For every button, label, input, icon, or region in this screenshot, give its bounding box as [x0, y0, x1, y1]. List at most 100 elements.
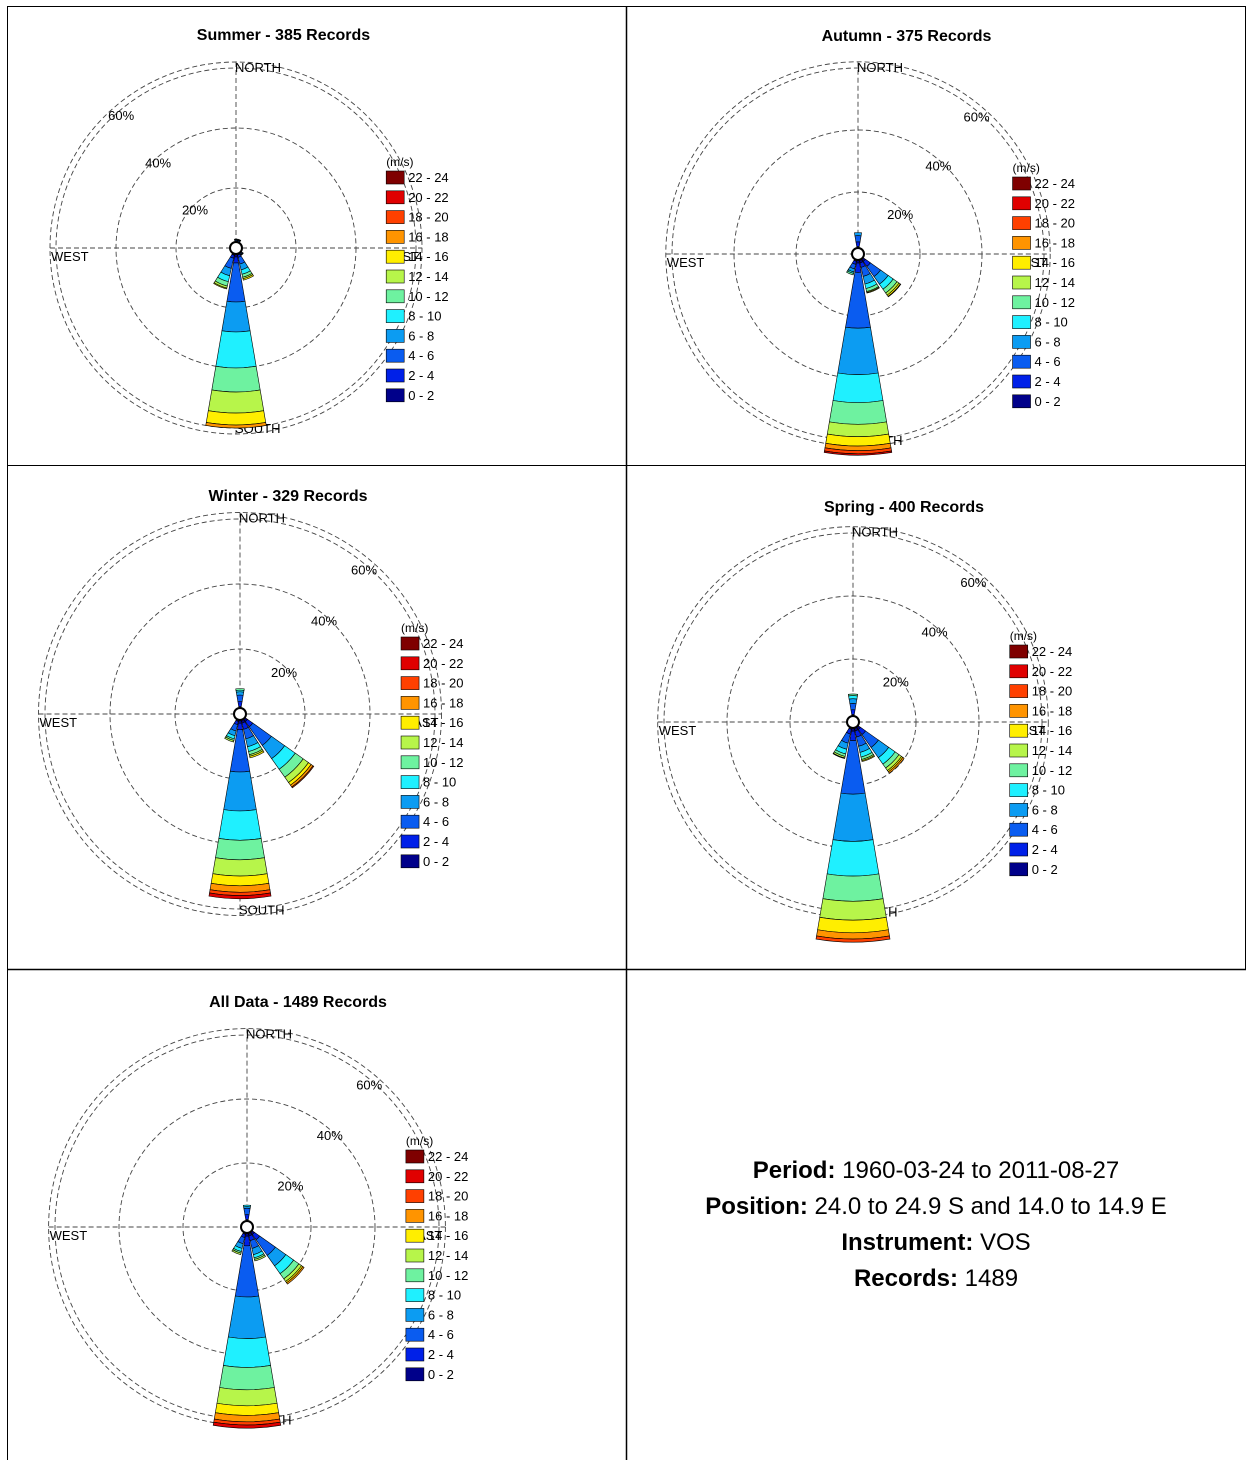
legend-label: 4 - 6 — [408, 348, 434, 363]
petal-segment — [208, 390, 263, 413]
petal-segment — [838, 327, 879, 375]
legend-label: 8 - 10 — [408, 309, 441, 324]
legend-swatch — [1010, 764, 1028, 777]
legend-label: 8 - 10 — [1035, 315, 1068, 330]
calm-circle — [234, 708, 246, 720]
legend-label: 10 - 12 — [408, 289, 448, 304]
records-label: Records: — [854, 1265, 958, 1292]
compass-west-label: WEST — [659, 723, 697, 738]
legend-label: 16 - 18 — [423, 695, 463, 710]
petal-segment — [823, 874, 883, 901]
compass-north-label: NORTH — [246, 1027, 292, 1042]
legend-label: 18 - 20 — [428, 1189, 468, 1204]
petal-segment — [827, 422, 888, 437]
legend-unit: (m/s) — [401, 621, 428, 635]
petal — [848, 694, 857, 716]
petal-segment — [848, 694, 857, 696]
petal — [854, 233, 861, 249]
legend-swatch — [1010, 803, 1028, 816]
legend-swatch — [1010, 724, 1028, 737]
legend-label: 14 - 16 — [423, 715, 463, 730]
compass-west-label: WEST — [667, 255, 705, 270]
legend-label: 6 - 8 — [423, 794, 449, 809]
legend-swatch — [1013, 276, 1031, 289]
petal — [816, 728, 890, 942]
legend-label: 2 - 4 — [428, 1347, 454, 1362]
cell-info: Period: 1960-03-24 to 2011-08-27 Positio… — [626, 969, 1246, 1460]
legend-label: 14 - 16 — [1032, 723, 1072, 738]
petal — [236, 689, 245, 709]
legend-label: 20 - 22 — [408, 190, 448, 205]
legend-label: 18 - 20 — [1032, 684, 1072, 699]
legend-swatch — [1013, 197, 1031, 210]
instrument-value: VOS — [980, 1229, 1031, 1256]
ring-label: 60% — [108, 108, 134, 123]
legend-label: 10 - 12 — [423, 755, 463, 770]
petal-segment — [220, 1365, 275, 1389]
ring-label: 20% — [182, 203, 208, 218]
petal-segment — [213, 858, 267, 876]
period-label: Period: — [753, 1157, 836, 1184]
compass-north-label: NORTH — [239, 511, 285, 526]
petal-segment — [233, 257, 238, 263]
petal-segment — [854, 233, 861, 236]
compass-west-label: WEST — [50, 1228, 88, 1243]
position-label: Position: — [705, 1193, 808, 1220]
petal-segment — [206, 411, 265, 425]
legend-label: 4 - 6 — [1032, 822, 1058, 837]
legend-swatch — [406, 1368, 424, 1381]
ring-label: 40% — [922, 625, 948, 640]
petal-segment — [827, 840, 879, 876]
legend-label: 12 - 14 — [423, 735, 463, 750]
petal-segment — [216, 331, 256, 368]
legend-swatch — [386, 349, 404, 362]
info-records: Records: 1489 — [854, 1261, 1018, 1297]
legend-unit: (m/s) — [1010, 629, 1037, 643]
legend-label: 20 - 22 — [428, 1169, 468, 1184]
ring-label: 40% — [317, 1128, 343, 1143]
legend-swatch — [1010, 784, 1028, 797]
ring-label: 40% — [145, 155, 171, 170]
legend-swatch — [401, 756, 419, 769]
legend-label: 12 - 14 — [428, 1248, 468, 1263]
legend-label: 10 - 12 — [428, 1268, 468, 1283]
legend-swatch — [386, 191, 404, 204]
legend-swatch — [401, 776, 419, 789]
legend-label: 6 - 8 — [428, 1307, 454, 1322]
petal-segment — [236, 692, 243, 696]
legend-label: 10 - 12 — [1035, 295, 1075, 310]
legend-label: 14 - 16 — [408, 249, 448, 264]
legend-label: 18 - 20 — [408, 210, 448, 225]
legend-label: 22 - 24 — [408, 170, 448, 185]
legend-swatch — [386, 329, 404, 342]
petal-segment — [833, 793, 873, 841]
legend-swatch — [1013, 256, 1031, 269]
petal-segment — [219, 810, 261, 841]
dataset-info: Period: 1960-03-24 to 2011-08-27 Positio… — [626, 969, 1246, 1470]
legend-label: 16 - 18 — [1035, 235, 1075, 250]
petal-segment — [228, 1296, 266, 1339]
legend-swatch — [386, 389, 404, 402]
info-period: Period: 1960-03-24 to 2011-08-27 — [753, 1153, 1119, 1189]
legend-label: 0 - 2 — [1035, 394, 1061, 409]
legend-swatch — [401, 795, 419, 808]
petal-segment — [833, 373, 883, 403]
legend-label: 22 - 24 — [1035, 176, 1075, 191]
legend-swatch — [406, 1269, 424, 1282]
petal-segment — [224, 771, 257, 811]
petal-segment — [237, 723, 242, 730]
legend-label: 12 - 14 — [1035, 275, 1075, 290]
ring-label: 20% — [883, 674, 909, 689]
legend-label: 20 - 22 — [1035, 196, 1075, 211]
ring-label: 60% — [960, 575, 986, 590]
legend-label: 14 - 16 — [428, 1228, 468, 1243]
compass-north-label: NORTH — [852, 525, 898, 540]
compass-west-label: WEST — [51, 249, 89, 264]
position-value: 24.0 to 24.9 S and 14.0 to 14.9 E — [815, 1193, 1167, 1220]
ring-label: 60% — [963, 109, 989, 124]
petal — [243, 1205, 250, 1221]
legend-swatch — [1013, 316, 1031, 329]
